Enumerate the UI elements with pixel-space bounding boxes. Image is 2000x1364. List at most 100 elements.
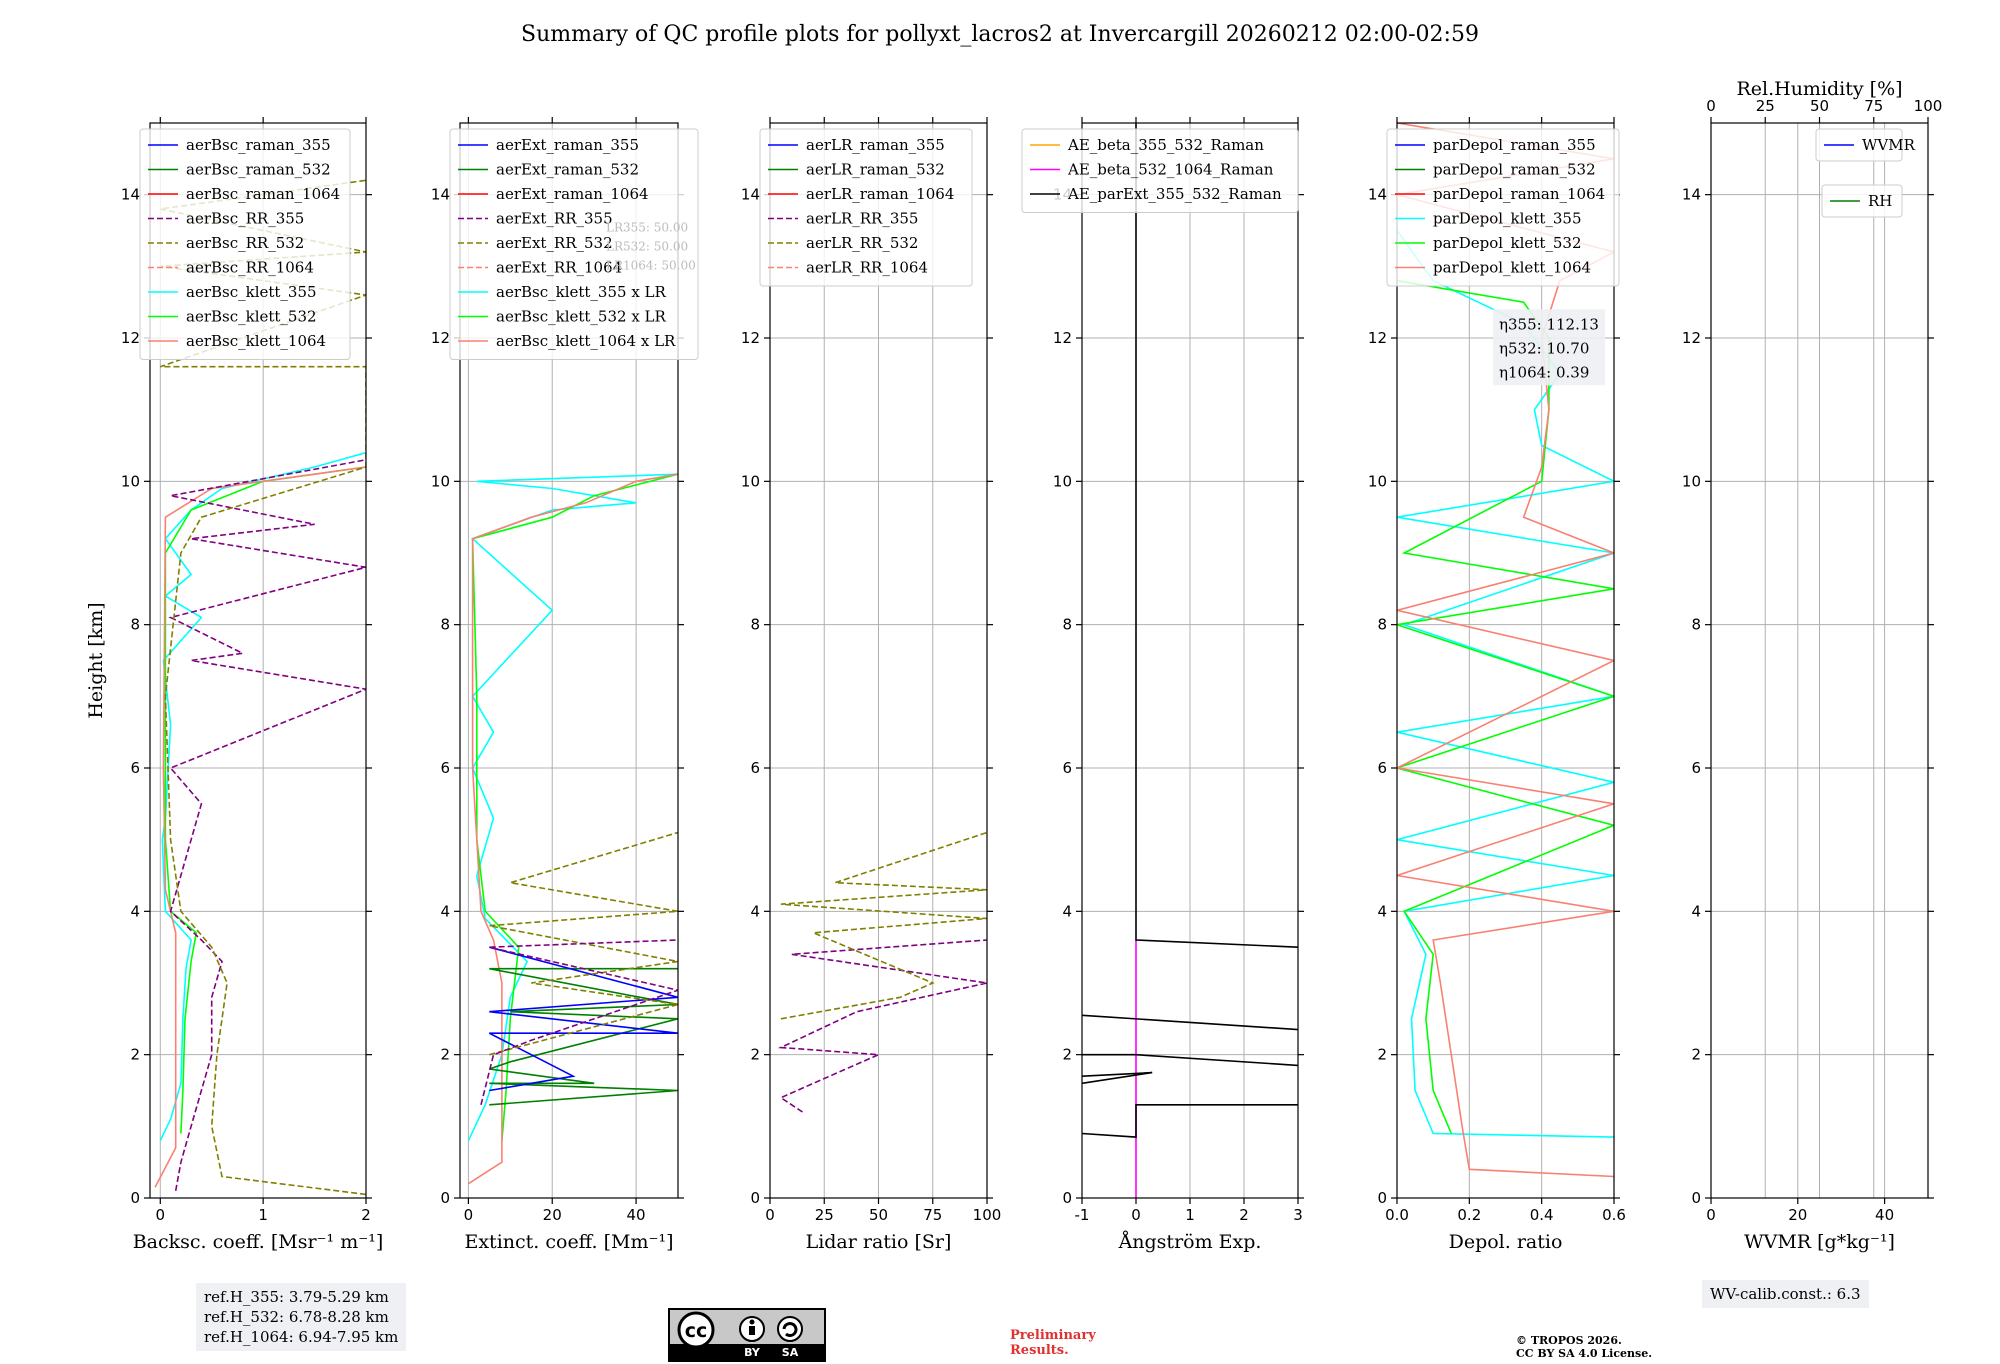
eta-box	[1493, 309, 1605, 386]
ref-height-1064: ref.H_1064: 6.94-7.95 km	[204, 1328, 399, 1346]
legend-label: AE_beta_355_532_Raman	[1067, 136, 1264, 154]
x-axis-label: Ångström Exp.	[1118, 1231, 1262, 1253]
legend-box	[1386, 128, 1620, 287]
figure-title: Summary of QC profile plots for pollyxt_…	[521, 22, 1479, 47]
legend-label: AE_parExt_355_532_Raman	[1067, 185, 1282, 203]
series-AE_parExt_355_532_Raman_e	[1082, 1071, 1153, 1085]
x-tick-label: 75	[923, 1206, 942, 1224]
y-tick-label: 8	[1377, 616, 1387, 634]
x-axis-label: Depol. ratio	[1449, 1231, 1563, 1253]
x-top-tick-label: 0	[1706, 97, 1716, 115]
x-tick-label: 20	[1788, 1206, 1807, 1224]
legend-label: AE_beta_532_1064_Raman	[1067, 161, 1274, 179]
y-tick-label: 6	[750, 759, 760, 777]
legend: AE_beta_355_532_Raman AE_beta_532_1064_Ra…	[1021, 128, 1299, 213]
y-tick-label: 10	[121, 472, 140, 490]
legend-label: aerExt_raman_532	[496, 161, 639, 179]
x-tick-label: 0	[1706, 1206, 1716, 1224]
legend: parDepol_raman_355 parDepol_raman_532 parD…	[1386, 128, 1620, 287]
wv-calibration-constant: WV-calib.const.: 6.3	[1710, 1285, 1861, 1303]
cc-badge-graphic: cc BY SA	[670, 1311, 824, 1360]
y-tick-label: 6	[1062, 759, 1072, 777]
legend-label: aerLR_RR_355	[806, 210, 918, 228]
legend-label: aerExt_RR_1064	[496, 259, 622, 277]
x-tick-label: 0.4	[1530, 1206, 1554, 1224]
y-tick-label: 0	[1377, 1189, 1387, 1207]
x-axis-label: Backsc. coeff. [Msr⁻¹ m⁻¹]	[133, 1231, 384, 1253]
y-tick-label: 8	[750, 616, 760, 634]
x-top-tick-label: 75	[1864, 97, 1883, 115]
lr-label: LR1064: 50.00	[606, 258, 696, 272]
by-label: BY	[744, 1346, 761, 1359]
legend: aerLR_raman_355 aerLR_raman_532 aerLR_rama…	[759, 128, 973, 287]
y-tick-label: 14	[121, 186, 140, 204]
legend-label: parDepol_klett_532	[1433, 234, 1582, 252]
x-tick-label: -1	[1075, 1206, 1090, 1224]
y-tick-label: 10	[1368, 472, 1387, 490]
x-tick-label: 3	[1293, 1206, 1303, 1224]
y-tick-label: 8	[1062, 616, 1072, 634]
legend-label: aerBsc_klett_1064	[186, 332, 326, 350]
legend-label: parDepol_klett_355	[1433, 210, 1582, 228]
legend-label: parDepol_raman_1064	[1433, 185, 1605, 203]
series-group	[777, 831, 987, 1113]
panel-extinction: 0 2 4 6 8 10 12 14 0 20 40 Extinct. coeff. [Mm⁻¹] ae…	[431, 117, 699, 1253]
legend-label: parDepol_raman_355	[1433, 136, 1596, 154]
y-tick-label: 2	[130, 1046, 140, 1064]
y-tick-label: 4	[1062, 902, 1072, 920]
x-tick-label: 0.6	[1602, 1206, 1626, 1224]
series-aerBsc_RR_355	[168, 459, 366, 1191]
legend-label: aerBsc_klett_532	[186, 308, 317, 326]
x-tick-label: 0	[765, 1206, 775, 1224]
legend-label: aerBsc_klett_355 x LR	[496, 283, 667, 301]
legend-label: parDepol_raman_532	[1433, 161, 1596, 179]
preliminary-line-1: Preliminary	[1010, 1328, 1096, 1343]
x-tick-label: 40	[1875, 1206, 1894, 1224]
series-aerExt_raman_355	[488, 946, 678, 1092]
lr-label: LR532: 50.00	[606, 239, 688, 253]
series-parDepol_klett_355	[1397, 230, 1614, 1138]
y-tick-label: 12	[431, 329, 450, 347]
y-tick-label: 0	[1062, 1189, 1072, 1207]
x-tick-label: 20	[543, 1206, 562, 1224]
y-tick-label: 4	[1377, 902, 1387, 920]
legend-label: aerBsc_klett_1064 x LR	[496, 332, 676, 350]
y-tick-label: 4	[1691, 902, 1701, 920]
y-tick-label: 8	[1691, 616, 1701, 634]
legend-box	[759, 128, 973, 287]
y-tick-label: 10	[431, 472, 450, 490]
x-tick-label: 0	[156, 1206, 166, 1224]
lr-label: LR355: 50.00	[606, 220, 688, 234]
series-parDepol_klett_532	[1397, 279, 1614, 1134]
eta-label: η355: 112.13	[1499, 315, 1599, 333]
copyright-note: © TROPOS 2026. CC BY SA 4.0 License.	[1516, 1334, 1652, 1360]
legend-label: aerLR_raman_532	[806, 161, 945, 179]
y-tick-label: 6	[130, 759, 140, 777]
preliminary-line-2: Results.	[1010, 1343, 1069, 1358]
x-tick-label: 1	[258, 1206, 268, 1224]
y-tick-label: 14	[741, 186, 760, 204]
legend: WVMR RH	[1815, 128, 1916, 218]
legend-label: aerExt_raman_355	[496, 136, 639, 154]
y-tick-label: 2	[1691, 1046, 1701, 1064]
x-tick-label: 100	[973, 1206, 1002, 1224]
x-axis-label: WVMR [g*kg⁻¹]	[1744, 1231, 1895, 1253]
legend-label: aerLR_RR_1064	[806, 259, 928, 277]
x-tick-label: 0	[1131, 1206, 1141, 1224]
legend-label: RH	[1868, 192, 1892, 210]
legend-box	[1021, 128, 1299, 213]
series-group	[467, 473, 678, 1185]
series-AE_parExt_355_532_Raman_c	[1082, 1053, 1298, 1067]
x-tick-label: 0	[464, 1206, 474, 1224]
eta-label: η1064: 0.39	[1499, 363, 1589, 381]
y-tick-label: 14	[1682, 186, 1701, 204]
axes-frame	[459, 122, 679, 1199]
y-tick-label: 10	[741, 472, 760, 490]
series-AE_parExt_355_532_Raman	[1135, 123, 1298, 948]
legend-label: aerBsc_RR_532	[186, 234, 304, 252]
x-top-tick-label: 25	[1756, 97, 1775, 115]
legend-label: aerExt_raman_1064	[496, 185, 649, 203]
series-aerLR_RR_355	[777, 939, 987, 1113]
x-axis-label: Extinct. coeff. [Mm⁻¹]	[464, 1231, 673, 1253]
